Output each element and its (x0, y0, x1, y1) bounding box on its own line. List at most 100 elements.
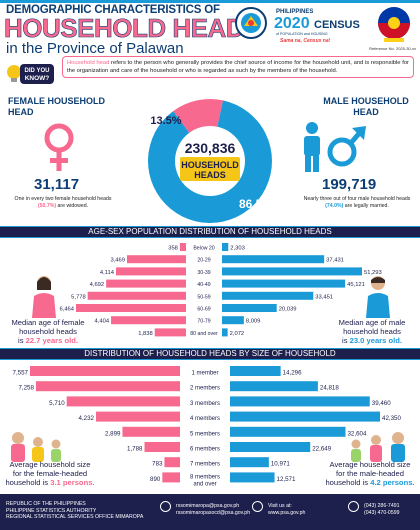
value-male-4: 42,350 (382, 415, 401, 422)
category-label-7: 7 members (190, 462, 220, 468)
value-female-7: 4,404 (95, 319, 110, 325)
size-section-bar (0, 348, 420, 360)
phone-icon (348, 501, 359, 512)
value-male-3: 51,293 (364, 270, 382, 276)
bar-female-7 (164, 457, 180, 468)
category-label-3: 3 members (190, 401, 220, 407)
footer-org-line-3: REGIONAL STATISTICAL SERVICES OFFICE MIM… (6, 514, 144, 520)
donut-total: 230,836 (185, 140, 236, 156)
avg-female-line-1: Average household size (9, 460, 91, 469)
male-symbol-icon (327, 126, 366, 167)
census-tagline: Sama na, Census na! (280, 38, 331, 44)
bar-female-4 (106, 279, 186, 288)
title-line-2: HOUSEHOLD HEADS (4, 13, 262, 44)
bar-female-4 (95, 411, 180, 422)
male-heading-line-1: MALE HOUSEHOLD (323, 96, 409, 106)
value-male-7: 8,009 (246, 319, 261, 325)
bar-male-3 (230, 396, 370, 407)
donut-female-pct: 13.5% (150, 115, 181, 127)
value-female-3: 5,710 (49, 400, 65, 407)
census-brand: PHILIPPINES (276, 9, 313, 15)
male-note-pct: (74.0%) (325, 203, 344, 209)
value-male-7: 10,971 (271, 461, 290, 468)
definition-term: Household head (67, 60, 110, 66)
median-female: Median age of female household heads is 22… (2, 318, 94, 345)
category-label-4: 4 members (190, 416, 220, 422)
bar-female-5 (87, 291, 186, 300)
footer-website: Visit us at: www.psa.gov.ph (268, 503, 305, 516)
bar-male-6 (230, 442, 311, 452)
value-female-1: 358 (168, 246, 178, 252)
email-icon (160, 501, 171, 512)
avg-male-pre: household is (325, 478, 371, 487)
median-female-line-1: Median age of female (11, 318, 85, 327)
footer-visit-label: Visit us at: (268, 503, 292, 509)
bar-male-8 (222, 328, 228, 337)
value-female-5: 2,899 (105, 430, 121, 437)
value-female-1: 7,557 (13, 370, 29, 377)
bar-male-5 (222, 291, 314, 300)
avg-male-line-1: Average household size (329, 460, 411, 469)
value-female-2: 3,469 (110, 258, 125, 264)
avg-female-line-2: for the female-headed (12, 469, 88, 478)
bar-female-2 (35, 381, 181, 392)
value-female-2: 7,258 (18, 385, 34, 392)
median-male-line-1: Median age of male (338, 318, 406, 327)
footer-email-1[interactable]: rssomimaropa@psa.gov.ph (176, 503, 240, 509)
footer-phone-1: (043) 286-7491 (364, 503, 400, 509)
value-male-2: 24,818 (320, 385, 339, 392)
bar-female-6 (76, 304, 186, 312)
value-male-8: 2,072 (230, 331, 245, 337)
bar-male-1 (230, 366, 281, 376)
bar-male-1 (222, 243, 229, 251)
value-female-6: 1,788 (127, 446, 143, 453)
avg-female-value: 3.1 persons. (50, 478, 95, 487)
bar-male-3 (222, 267, 362, 276)
bar-male-4 (230, 411, 380, 422)
footer-emails: rssomimaropa@psa.gov.ph rssomimaropasocd@… (176, 503, 250, 516)
category-label-8-line-2: and over (193, 481, 216, 487)
value-female-8: 890 (150, 476, 161, 483)
male-heading-line-2: HEAD (353, 107, 379, 117)
bar-male-4 (222, 279, 346, 288)
bar-female-5 (122, 426, 180, 437)
category-label-5: 5 members (190, 431, 220, 437)
male-person-icon (304, 122, 320, 172)
median-male: Median age of male household heads is 23.0… (326, 318, 418, 345)
category-label-6: 6 members (190, 447, 220, 453)
female-heading-line-2: HEAD (8, 107, 34, 117)
footer-email-2[interactable]: rssomimaropasocd@psa.gov.ph (176, 509, 251, 516)
bar-female-8 (154, 328, 186, 337)
female-note: One in every two female household heads … (8, 196, 118, 210)
male-person-illustration (366, 276, 390, 318)
census-year: 2020 (274, 15, 310, 32)
globe-icon (252, 501, 263, 512)
donut-label-line-2: HEADS (194, 170, 226, 180)
value-female-4: 4,692 (90, 282, 105, 288)
category-label-7: 70-79 (197, 319, 210, 325)
category-label-8-line-1: 8 members (190, 474, 220, 480)
age-sex-bar-chart: 358 2,303 Below 20 3,469 37,431 20-29 4,114 51,… (59, 243, 382, 337)
census-2020-logo: PHILIPPINES 2020 CENSUS of POPULATION an… (272, 6, 360, 44)
female-note-pre: One in every two female household heads (14, 196, 112, 202)
avg-male-line-2: for the male-headed (336, 469, 404, 478)
household-size-bar-chart: 7,557 14,296 1 member 7,258 24,818 2 members 5… (13, 366, 401, 487)
category-label-3: 30-39 (197, 270, 210, 276)
bar-female-8 (162, 472, 180, 483)
value-female-6: 6,464 (59, 307, 74, 313)
census-sub: of POPULATION and HOUSING (276, 32, 328, 36)
badge-line-1: DID YOU (25, 68, 50, 74)
footer-org-line-1: REPUBLIC OF THE PHILIPPINES (6, 501, 86, 507)
value-male-5: 33,451 (315, 294, 333, 300)
median-male-value: 23.0 years old. (349, 336, 402, 345)
bar-male-5 (230, 426, 346, 437)
bar-female-7 (111, 316, 186, 325)
footer-website-link[interactable]: www.psa.gov.ph (268, 509, 306, 516)
bar-male-2 (222, 255, 325, 264)
median-female-value: 22.7 years old. (25, 336, 78, 345)
value-male-5: 32,604 (347, 430, 366, 437)
male-headed-family-illustration (351, 432, 405, 462)
top-accent-strip (0, 0, 420, 3)
bar-female-1 (30, 366, 180, 376)
